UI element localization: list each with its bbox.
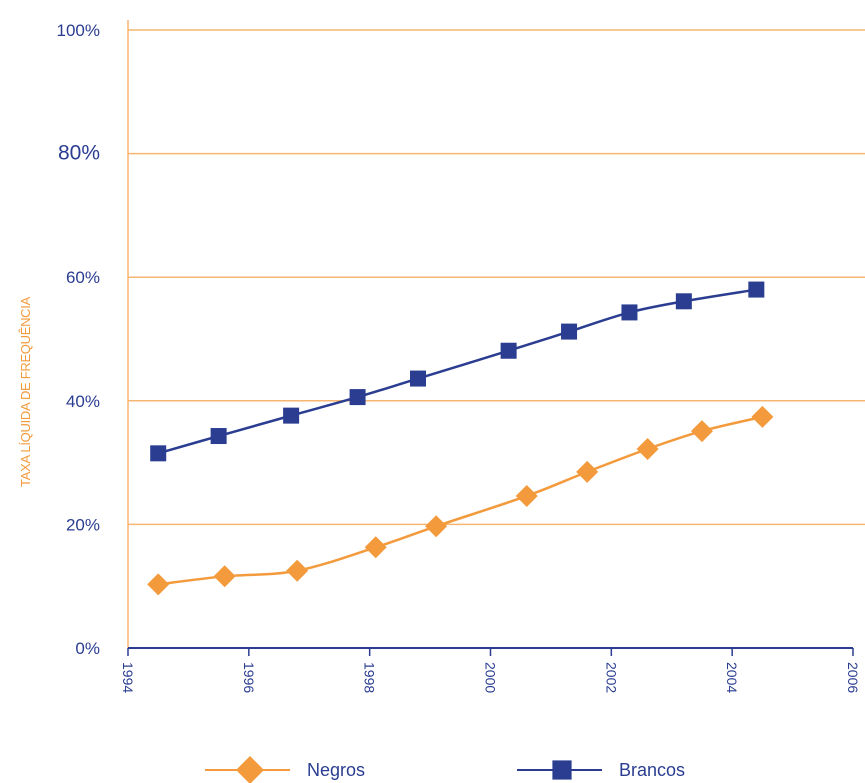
x-tick-label: 1996 xyxy=(241,662,257,693)
brancos-series-line xyxy=(157,288,757,455)
gridlines xyxy=(128,29,865,526)
negros-point xyxy=(636,438,659,461)
y-tick-labels: 0% 20% 40% 60% 80% 100% xyxy=(57,21,100,658)
negros-point xyxy=(751,405,774,428)
brancos-point xyxy=(675,293,692,310)
y-tick-label: 80% xyxy=(58,142,100,165)
axes xyxy=(127,20,854,656)
y-axis-label: TAXA LÍQUIDA DE FREQUÊNCIA xyxy=(18,296,33,487)
brancos-point xyxy=(150,445,167,462)
brancos-point xyxy=(349,389,366,406)
y-tick-label: 40% xyxy=(66,392,100,411)
brancos-point xyxy=(748,281,765,298)
x-tick-label: 2000 xyxy=(483,662,499,693)
negros-point xyxy=(690,420,713,443)
x-tick-label: 2006 xyxy=(845,662,861,693)
negros-point xyxy=(213,565,236,588)
x-tick-label: 1994 xyxy=(120,662,136,693)
negros-point xyxy=(515,484,538,507)
series xyxy=(147,281,774,596)
negros-point xyxy=(576,460,599,483)
brancos-point xyxy=(210,428,227,445)
legend-marker-brancos xyxy=(552,760,572,780)
y-tick-label: 0% xyxy=(75,639,100,658)
x-tick-label: 2002 xyxy=(603,662,619,693)
negros-point xyxy=(425,515,448,538)
legend-marker-negros xyxy=(236,756,264,783)
brancos-point xyxy=(561,323,578,340)
y-tick-label: 20% xyxy=(66,515,100,534)
y-tick-label: 100% xyxy=(57,21,100,40)
negros-series-line xyxy=(158,415,763,586)
brancos-point xyxy=(500,342,517,359)
x-tick-label: 1998 xyxy=(362,662,378,693)
brancos-point xyxy=(283,407,300,424)
legend: Negros Brancos xyxy=(205,756,685,783)
x-tick-label: 2004 xyxy=(724,662,740,693)
x-tick-labels: 1994 1996 1998 2000 2002 2004 2006 xyxy=(120,662,861,693)
brancos-point xyxy=(621,304,638,321)
legend-label-negros: Negros xyxy=(307,760,365,780)
negros-point xyxy=(147,573,170,596)
negros-point xyxy=(286,559,309,582)
y-tick-label: 60% xyxy=(66,268,100,287)
brancos-point xyxy=(410,370,426,387)
legend-label-brancos: Brancos xyxy=(619,760,685,780)
negros-point xyxy=(364,536,387,559)
